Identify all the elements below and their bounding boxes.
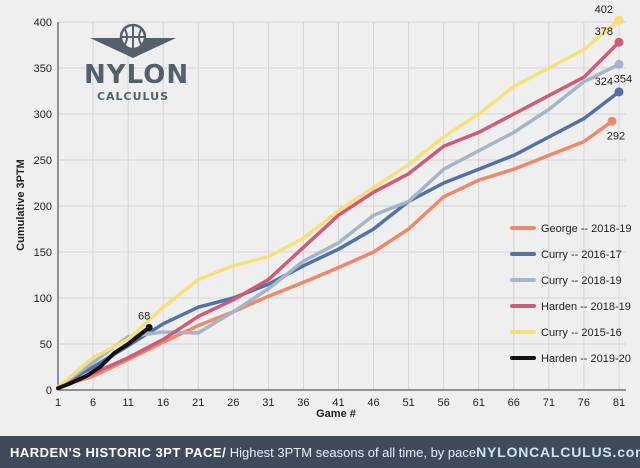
footer-separator: / [222,444,226,460]
series-endpoint [614,37,624,47]
basketball-icon [90,23,176,58]
label-layer: 292 324 354 378 402 68 [138,4,632,322]
series-endpoint [614,87,624,97]
x-tick-label: 36 [297,397,309,409]
series-endpoint [145,323,153,331]
x-tick-label: 51 [402,397,414,409]
series-endpoint [614,15,624,25]
legend-entry: Curry -- 2015-16 [541,327,622,339]
legend: George -- 2018-19 Curry -- 2016-17 Curry -… [510,223,632,365]
x-tick-label: 71 [543,397,555,409]
x-tick-label: 46 [367,397,379,409]
y-tick-label: 300 [34,109,52,121]
footer-banner: HARDEN'S HISTORIC 3PT PACE / Highest 3PT… [0,436,640,468]
x-axis-label: Game # [316,408,356,420]
footer-subtitle: Highest 3PTM seasons of all time, by pac… [229,444,477,460]
data-label: 68 [138,310,150,322]
data-label: 402 [595,4,613,16]
x-tick-label: 76 [578,397,590,409]
y-tick-label: 150 [34,247,52,259]
y-tick-label: 100 [34,293,52,305]
x-tick-label: 31 [262,397,274,409]
series-line [56,119,614,389]
series-line [56,62,621,389]
data-label: 354 [614,73,632,85]
data-label: 378 [595,26,613,38]
logo-text-calculus: CALCULUS [96,90,170,103]
legend-entry: Harden -- 2018-19 [541,301,631,313]
legend-entry: George -- 2018-19 [541,223,632,235]
y-tick-label: 0 [46,385,52,397]
x-tick-label: 81 [613,397,625,409]
y-axis-label: Cumulative 3PTM [15,159,27,251]
y-tick-label: 250 [34,155,52,167]
y-tick-label: 200 [34,201,52,213]
series-layer [56,15,624,391]
series-endpoint [614,59,624,69]
x-tick-label: 66 [508,397,520,409]
series-line [56,18,621,389]
y-tick-label: 350 [34,63,52,75]
series-line [56,90,621,389]
x-tick-label: 21 [192,397,204,409]
series-line [56,40,621,389]
legend-entry: Curry -- 2018-19 [541,275,622,287]
logo-text-nylon: NYLON [84,60,190,90]
data-label: 292 [607,130,625,142]
x-tick-label: 26 [227,397,239,409]
series-line [56,325,152,391]
x-tick-label: 56 [438,397,450,409]
data-label: 324 [595,76,613,88]
x-tick-label: 6 [90,397,96,409]
series-endpoint [607,116,617,126]
x-tick-label: 16 [157,397,169,409]
grid-layer [57,21,626,391]
legend-entry: Curry -- 2016-17 [541,249,622,261]
nylon-calculus-logo: NYLON CALCULUS [84,22,190,106]
y-tick-label: 400 [34,17,52,29]
footer-headline: HARDEN'S HISTORIC 3PT PACE [10,444,223,460]
x-tick-label: 1 [55,397,61,409]
x-tick-label: 61 [473,397,485,409]
y-tick-label: 50 [40,339,52,351]
x-tick-label: 41 [332,397,344,409]
legend-entry: Harden -- 2019-20 [541,353,631,365]
x-tick-label: 11 [122,397,133,409]
footer-site-link[interactable]: NYLONCALCULUS.com [476,444,640,460]
